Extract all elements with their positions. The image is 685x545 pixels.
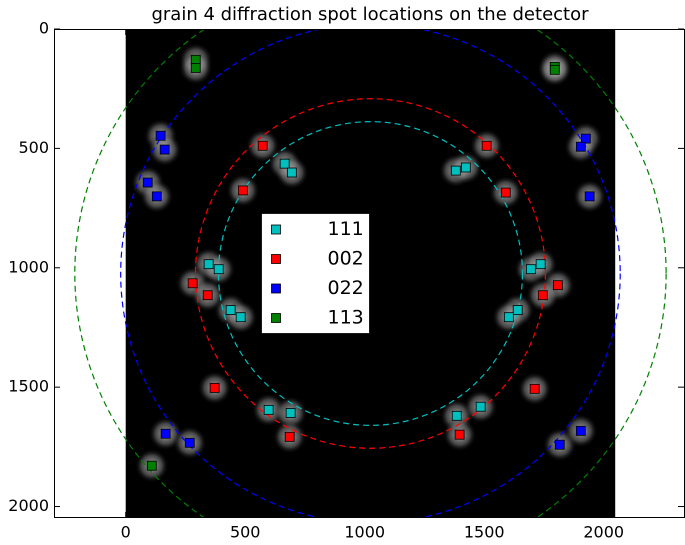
legend-marker (271, 283, 281, 294)
spot-marker (535, 259, 546, 270)
spot-marker (451, 410, 462, 421)
spot-marker (503, 312, 514, 323)
spot-marker (454, 429, 465, 440)
legend-label: 111 (328, 218, 364, 240)
spot-marker (184, 437, 195, 448)
legend-label: 113 (328, 307, 364, 329)
powder-ring (194, 98, 547, 449)
x-tick-label: 1000 (344, 523, 385, 542)
spot-marker (525, 264, 536, 275)
spot-marker (549, 64, 560, 75)
spot-marker (512, 305, 523, 315)
legend-marker (271, 254, 281, 264)
spot-marker (257, 140, 268, 151)
y-tick-label: 500 (18, 138, 49, 157)
spot-marker (237, 185, 248, 196)
spot-marker (475, 401, 486, 412)
y-tick-label: 1000 (8, 257, 49, 276)
spot-marker (575, 425, 586, 436)
spot-marker (203, 259, 214, 270)
spot-marker (151, 191, 162, 202)
spot-marker (155, 130, 166, 141)
legend-marker (271, 313, 281, 323)
spot-marker (142, 177, 153, 188)
spot-marker (190, 54, 201, 65)
spot-marker (552, 280, 563, 291)
spot-marker (286, 167, 297, 178)
spot-marker (279, 158, 290, 169)
spot-marker (146, 460, 157, 471)
chart-title: grain 4 diffraction spot locations on th… (151, 4, 589, 25)
spot-marker (159, 144, 170, 155)
spot-marker (202, 290, 213, 301)
spot-marker (160, 428, 171, 439)
x-tick-label: 1500 (464, 523, 505, 542)
spot-marker (529, 383, 540, 394)
spot-marker (209, 382, 220, 393)
spot-marker (580, 133, 591, 144)
powder-ring (74, 29, 667, 518)
spot-marker (460, 162, 471, 173)
spot-marker (285, 408, 296, 418)
y-tick-label: 1500 (8, 377, 49, 396)
spot-marker (554, 439, 565, 450)
spot-marker (450, 165, 461, 176)
powder-ring (120, 29, 621, 518)
x-tick-label: 500 (230, 523, 261, 542)
x-tick-label: 0 (121, 523, 131, 542)
spot-marker (584, 191, 595, 202)
y-tick-label: 0 (39, 19, 49, 38)
x-tick-label: 2000 (583, 523, 624, 542)
spot-marker (263, 404, 274, 415)
spot-marker (225, 305, 236, 315)
spot-marker (481, 140, 492, 151)
spot-marker (537, 290, 548, 301)
spot-marker (284, 431, 295, 442)
spot-marker (190, 63, 201, 73)
spot-marker (235, 312, 246, 323)
spot-marker (575, 141, 586, 152)
powder-ring (217, 121, 524, 426)
legend-marker (271, 224, 281, 235)
spot-marker (500, 187, 511, 198)
legend-label: 022 (328, 277, 364, 299)
legend-label: 002 (328, 248, 364, 270)
spot-marker (187, 278, 198, 289)
plot-area (74, 29, 667, 518)
y-tick-label: 2000 (8, 496, 49, 515)
spot-marker (213, 264, 224, 275)
